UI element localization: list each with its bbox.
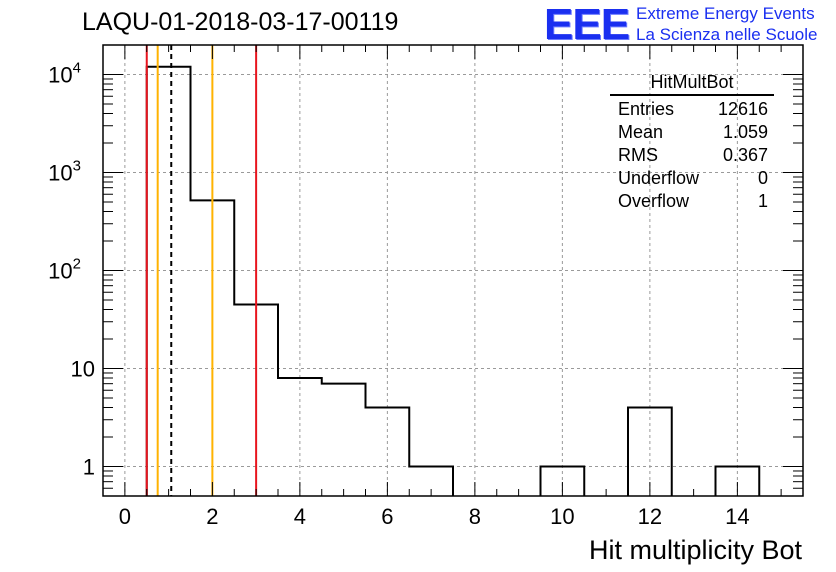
- y-tick-label: 104: [48, 60, 81, 88]
- marker-lines: [145, 45, 258, 496]
- y-tick-label: 103: [48, 158, 81, 186]
- y-tick-label: 102: [48, 256, 81, 284]
- x-tick-label: 14: [725, 504, 749, 529]
- chart-title: LAQU-01-2018-03-17-00119: [82, 8, 399, 36]
- x-tick-label: 4: [294, 504, 306, 529]
- histogram-bin: [322, 384, 366, 496]
- eee-logo: EEE: [544, 0, 630, 49]
- stats-value: 0.367: [722, 145, 768, 165]
- tick-labels: 0 2 4 6 8 10 12 14 1 10 102 103 104: [48, 60, 749, 529]
- y-tick-label: 1: [83, 454, 95, 479]
- stats-title: HitMultBot: [610, 72, 774, 96]
- x-tick-label: 6: [381, 504, 393, 529]
- logo-line-1: Extreme Energy Events: [636, 4, 815, 23]
- histogram-outline: [145, 65, 761, 496]
- x-tick-label: 2: [206, 504, 218, 529]
- stats-label: RMS: [618, 145, 658, 165]
- x-axis-label: Hit multiplicity Bot: [588, 535, 802, 565]
- stats-value: 1.059: [722, 122, 768, 142]
- x-tick-label: 12: [638, 504, 662, 529]
- x-tick-label: 8: [469, 504, 481, 529]
- stats-label: Underflow: [618, 168, 700, 188]
- stats-label: Overflow: [618, 191, 690, 211]
- histogram-bin: [147, 67, 191, 496]
- stats-row-rms: RMS 0.367: [610, 144, 774, 167]
- x-tick-label: 10: [550, 504, 574, 529]
- stats-value: 1: [757, 191, 768, 211]
- grid-lines: [103, 45, 803, 496]
- x-tick-label: 0: [119, 504, 131, 529]
- stats-value: 0: [757, 168, 768, 188]
- stats-box: HitMultBot Entries 12616 Mean 1.059 RMS …: [610, 72, 774, 213]
- stats-row-underflow: Underflow 0: [610, 167, 774, 190]
- axes: [102, 44, 804, 497]
- histogram-bins: [145, 65, 761, 496]
- stats-label: Mean: [618, 122, 664, 142]
- y-tick-label: 10: [71, 356, 95, 381]
- stats-row-entries: Entries 12616: [610, 98, 774, 121]
- stats-row-mean: Mean 1.059: [610, 121, 774, 144]
- logo-line-2: La Scienza nelle Scuole: [636, 25, 818, 44]
- stats-label: Entries: [618, 99, 675, 119]
- stats-row-overflow: Overflow 1: [610, 190, 774, 213]
- stats-value: 12616: [717, 99, 768, 119]
